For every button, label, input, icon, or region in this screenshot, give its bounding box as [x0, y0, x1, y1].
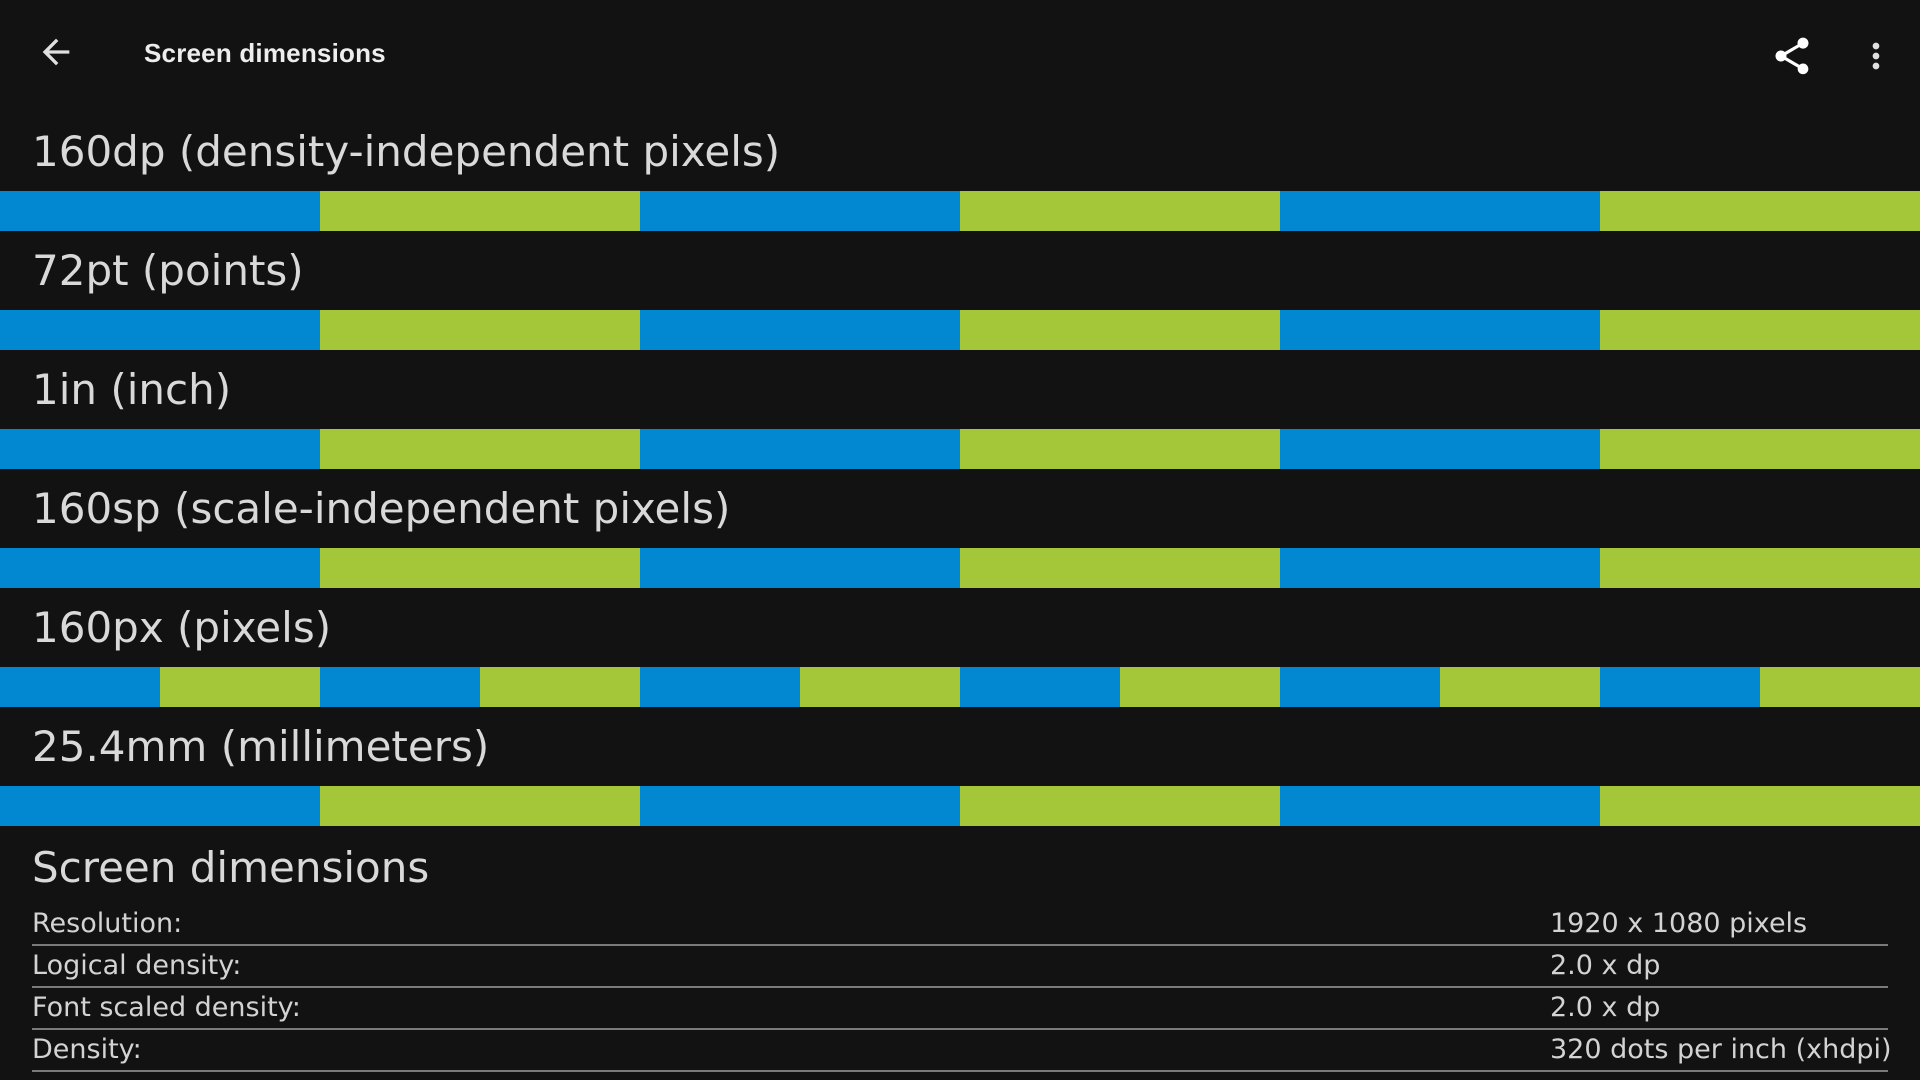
- ruler-segment: [1280, 429, 1600, 469]
- ruler-segment: [0, 310, 320, 350]
- info-row-logical-density: Logical density: 2.0 x dp: [32, 946, 1888, 988]
- ruler-segment: [1600, 786, 1920, 826]
- ruler-segment: [0, 786, 320, 826]
- ruler-segment: [0, 548, 320, 588]
- info-table: Resolution: 1920 x 1080 pixels Logical d…: [32, 904, 1892, 1072]
- ruler-segment: [0, 191, 320, 231]
- unit-label: 72pt (points): [32, 246, 304, 295]
- ruler-segment: [1760, 667, 1920, 707]
- ruler-segment: [640, 191, 960, 231]
- unit-row-sp: 160sp (scale-independent pixels): [0, 476, 1920, 595]
- ruler-segment: [960, 786, 1280, 826]
- unit-ruler: [0, 548, 1920, 588]
- info-row-density: Density: 320 dots per inch (xhdpi): [32, 1030, 1892, 1072]
- info-key: Font scaled density:: [32, 992, 301, 1023]
- unit-row-dp: 160dp (density-independent pixels): [0, 119, 1920, 238]
- share-button[interactable]: [1766, 30, 1818, 82]
- ruler-segment: [1600, 191, 1920, 231]
- ruler-segment: [640, 429, 960, 469]
- unit-ruler: [0, 786, 1920, 826]
- unit-row-in: 1in (inch): [0, 357, 1920, 476]
- unit-label: 160dp (density-independent pixels): [32, 127, 781, 176]
- ruler-segment: [1280, 667, 1440, 707]
- ruler-segment: [1280, 548, 1600, 588]
- ruler-segment: [960, 667, 1120, 707]
- ruler-segment: [480, 667, 640, 707]
- ruler-segment: [640, 667, 800, 707]
- ruler-segment: [1120, 667, 1280, 707]
- unit-label: 160sp (scale-independent pixels): [32, 484, 731, 533]
- arrow-back-icon: [42, 38, 70, 66]
- info-key: Logical density:: [32, 950, 242, 981]
- ruler-segment: [320, 191, 640, 231]
- unit-ruler: [0, 429, 1920, 469]
- ruler-segment: [0, 429, 320, 469]
- unit-row-mm: 25.4mm (millimeters): [0, 714, 1920, 833]
- info-value: 1920 x 1080 pixels: [1550, 908, 1808, 939]
- ruler-segment: [1600, 667, 1760, 707]
- unit-rulers: 160dp (density-independent pixels) 72pt …: [0, 119, 1920, 833]
- ruler-segment: [640, 786, 960, 826]
- info-row-resolution: Resolution: 1920 x 1080 pixels: [32, 904, 1888, 946]
- info-value: 2.0 x dp: [1550, 992, 1661, 1023]
- ruler-segment: [320, 548, 640, 588]
- unit-row-pt: 72pt (points): [0, 238, 1920, 357]
- app-bar: Screen dimensions: [0, 0, 1920, 114]
- unit-ruler: [0, 191, 1920, 231]
- unit-row-px: 160px (pixels): [0, 595, 1920, 714]
- ruler-segment: [640, 548, 960, 588]
- unit-ruler: [0, 667, 1920, 707]
- info-value: 2.0 x dp: [1550, 950, 1661, 981]
- ruler-segment: [960, 429, 1280, 469]
- ruler-segment: [640, 310, 960, 350]
- unit-ruler: [0, 310, 1920, 350]
- ruler-segment: [0, 667, 160, 707]
- info-value: 320 dots per inch (xhdpi): [1550, 1034, 1892, 1065]
- back-button[interactable]: [30, 26, 82, 78]
- ruler-segment: [320, 429, 640, 469]
- share-icon: [1775, 37, 1809, 75]
- more-vert-icon: [1872, 42, 1880, 70]
- ruler-segment: [1600, 310, 1920, 350]
- ruler-segment: [1600, 429, 1920, 469]
- ruler-segment: [160, 667, 320, 707]
- ruler-segment: [320, 786, 640, 826]
- info-key: Resolution:: [32, 908, 183, 939]
- page-title: Screen dimensions: [144, 38, 386, 68]
- ruler-segment: [960, 548, 1280, 588]
- ruler-segment: [320, 667, 480, 707]
- unit-label: 25.4mm (millimeters): [32, 722, 490, 771]
- ruler-segment: [960, 191, 1280, 231]
- unit-label: 160px (pixels): [32, 603, 332, 652]
- ruler-segment: [1280, 310, 1600, 350]
- ruler-segment: [1440, 667, 1600, 707]
- ruler-segment: [960, 310, 1280, 350]
- ruler-segment: [1280, 191, 1600, 231]
- info-section-title: Screen dimensions: [32, 843, 430, 892]
- info-key: Density:: [32, 1034, 142, 1065]
- info-row-font-scaled-density: Font scaled density: 2.0 x dp: [32, 988, 1888, 1030]
- ruler-segment: [1280, 786, 1600, 826]
- ruler-segment: [320, 310, 640, 350]
- more-options-button[interactable]: [1850, 30, 1902, 82]
- ruler-segment: [800, 667, 960, 707]
- ruler-segment: [1600, 548, 1920, 588]
- unit-label: 1in (inch): [32, 365, 232, 414]
